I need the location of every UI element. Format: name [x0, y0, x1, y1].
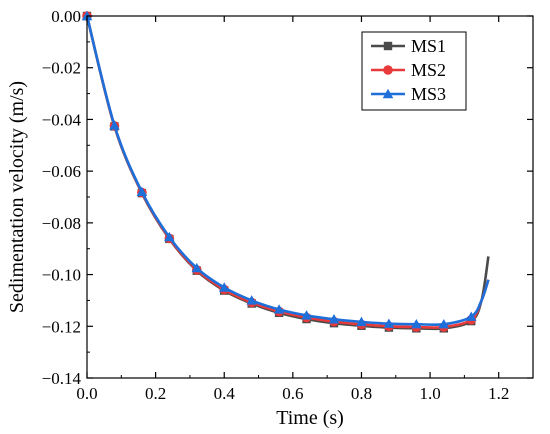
y-tick-label: −0.14 — [42, 369, 82, 388]
data-point-ms3 — [191, 262, 203, 273]
data-point-ms3 — [383, 318, 395, 328]
legend-marker-ms3 — [382, 88, 394, 99]
data-point-ms3 — [328, 314, 340, 324]
data-point-ms3 — [438, 318, 450, 329]
y-axis-title: Sedimentation velocity (m/s) — [6, 81, 28, 313]
x-tick-label: 0.2 — [145, 384, 166, 403]
data-point-ms3 — [273, 304, 285, 314]
y-tick-label: −0.02 — [42, 59, 81, 78]
data-point-ms3 — [164, 231, 175, 242]
series-layer — [81, 10, 490, 333]
x-tick-label: 0.4 — [214, 384, 236, 403]
legend-label-ms1: MS1 — [411, 36, 446, 56]
data-point-ms3 — [465, 311, 477, 321]
x-axis-title: Time (s) — [276, 407, 344, 429]
x-tick-label: 1.0 — [419, 384, 440, 403]
legend-label-ms3: MS3 — [411, 84, 446, 104]
y-tick-label: −0.12 — [42, 317, 81, 336]
ticks-layer: 0.0 0.2 0.4 0.6 0.8 1.0 1.2 0.00 −0.02 −0.04 −0.06… — [42, 7, 534, 403]
data-point-ms3 — [246, 295, 257, 305]
legend: MS1 MS2 MS3 — [361, 31, 467, 111]
data-point-ms3 — [218, 282, 230, 292]
x-tick-label: 0.8 — [351, 384, 372, 403]
data-point-ms3 — [411, 318, 422, 329]
data-point-ms3 — [356, 316, 367, 327]
x-tick-label: 0.0 — [76, 384, 97, 403]
x-tick-label: 1.2 — [488, 384, 509, 403]
legend-marker-ms1 — [383, 41, 393, 51]
y-tick-label: −0.08 — [42, 214, 81, 233]
x-tick-label: 0.6 — [282, 384, 303, 403]
series-line-ms3 — [85, 15, 490, 327]
y-tick-label: −0.04 — [42, 110, 82, 129]
legend-marker-ms2 — [383, 65, 393, 75]
data-point-ms3 — [301, 310, 312, 320]
y-tick-label: −0.06 — [42, 162, 81, 181]
data-point-ms3 — [109, 120, 120, 130]
legend-label-ms2: MS2 — [411, 60, 446, 80]
y-tick-label: 0.00 — [51, 7, 81, 26]
y-tick-label: −0.10 — [42, 266, 81, 285]
series-ms3 — [81, 10, 490, 329]
data-point-ms3 — [136, 186, 148, 197]
